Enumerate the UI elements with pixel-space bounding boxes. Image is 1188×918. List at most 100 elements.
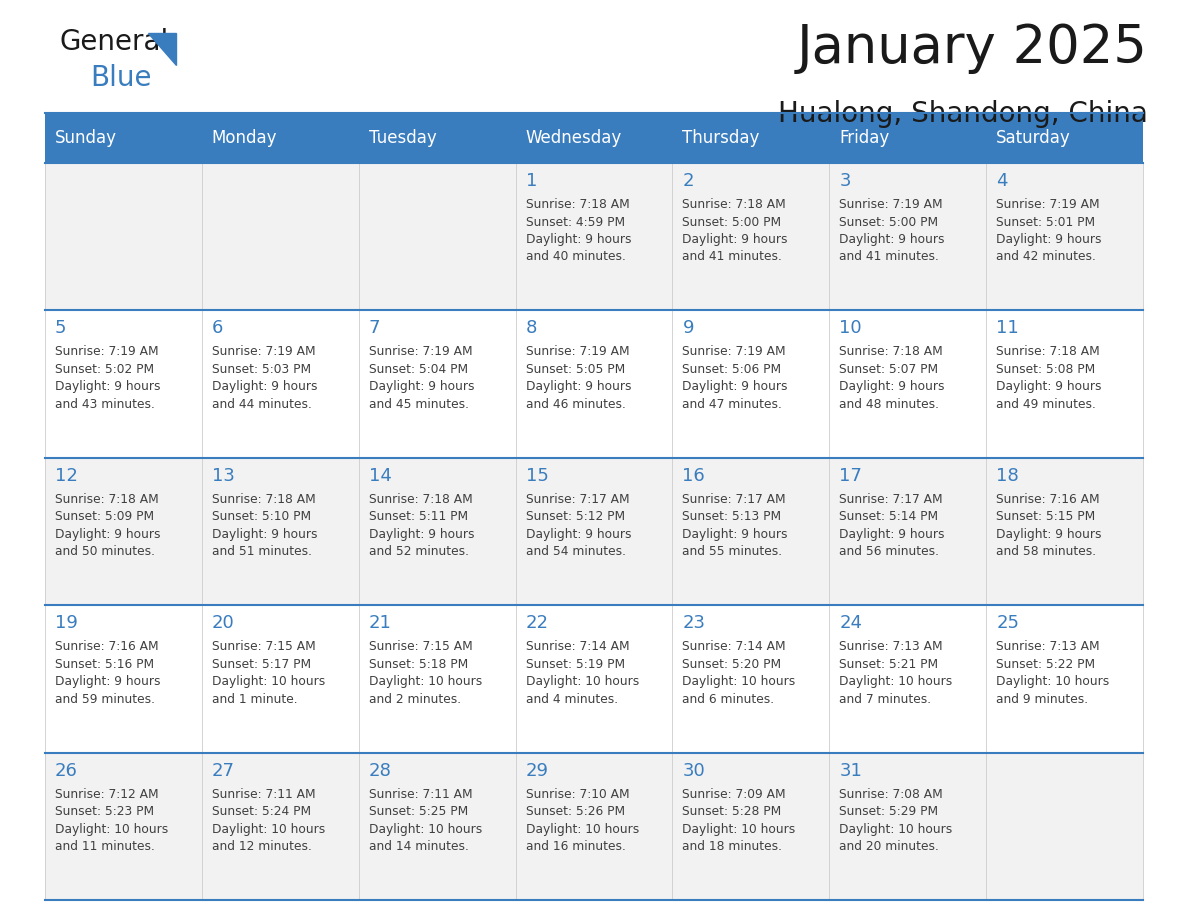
Text: Sunrise: 7:18 AM
Sunset: 5:08 PM
Daylight: 9 hours
and 49 minutes.: Sunrise: 7:18 AM Sunset: 5:08 PM Dayligh…	[997, 345, 1101, 411]
Text: 4: 4	[997, 172, 1007, 190]
Text: Sunrise: 7:18 AM
Sunset: 5:00 PM
Daylight: 9 hours
and 41 minutes.: Sunrise: 7:18 AM Sunset: 5:00 PM Dayligh…	[682, 198, 788, 263]
Text: Sunrise: 7:18 AM
Sunset: 5:10 PM
Daylight: 9 hours
and 51 minutes.: Sunrise: 7:18 AM Sunset: 5:10 PM Dayligh…	[211, 493, 317, 558]
Text: 22: 22	[525, 614, 549, 633]
Text: 23: 23	[682, 614, 706, 633]
Text: Sunrise: 7:11 AM
Sunset: 5:24 PM
Daylight: 10 hours
and 12 minutes.: Sunrise: 7:11 AM Sunset: 5:24 PM Dayligh…	[211, 788, 326, 853]
Text: Hualong, Shandong, China: Hualong, Shandong, China	[778, 100, 1148, 128]
Text: General: General	[61, 28, 169, 56]
Text: Sunrise: 7:09 AM
Sunset: 5:28 PM
Daylight: 10 hours
and 18 minutes.: Sunrise: 7:09 AM Sunset: 5:28 PM Dayligh…	[682, 788, 796, 853]
Text: Friday: Friday	[839, 129, 890, 147]
Text: 1: 1	[525, 172, 537, 190]
Text: 20: 20	[211, 614, 234, 633]
Text: 15: 15	[525, 466, 549, 485]
Text: 9: 9	[682, 319, 694, 338]
Text: Sunrise: 7:18 AM
Sunset: 4:59 PM
Daylight: 9 hours
and 40 minutes.: Sunrise: 7:18 AM Sunset: 4:59 PM Dayligh…	[525, 198, 631, 263]
Text: Sunrise: 7:10 AM
Sunset: 5:26 PM
Daylight: 10 hours
and 16 minutes.: Sunrise: 7:10 AM Sunset: 5:26 PM Dayligh…	[525, 788, 639, 853]
Text: Sunrise: 7:14 AM
Sunset: 5:20 PM
Daylight: 10 hours
and 6 minutes.: Sunrise: 7:14 AM Sunset: 5:20 PM Dayligh…	[682, 640, 796, 706]
Bar	[672, 605, 829, 753]
Text: Blue: Blue	[90, 64, 152, 92]
Text: Sunrise: 7:19 AM
Sunset: 5:03 PM
Daylight: 9 hours
and 44 minutes.: Sunrise: 7:19 AM Sunset: 5:03 PM Dayligh…	[211, 345, 317, 411]
Text: 29: 29	[525, 762, 549, 779]
Bar	[45, 753, 202, 900]
Text: Sunrise: 7:13 AM
Sunset: 5:21 PM
Daylight: 10 hours
and 7 minutes.: Sunrise: 7:13 AM Sunset: 5:21 PM Dayligh…	[839, 640, 953, 706]
Bar	[45, 458, 202, 605]
Text: January 2025: January 2025	[797, 22, 1148, 74]
Text: 2: 2	[682, 172, 694, 190]
Text: 10: 10	[839, 319, 862, 338]
Polygon shape	[148, 33, 176, 65]
Text: Wednesday: Wednesday	[525, 129, 621, 147]
Bar	[359, 605, 516, 753]
Text: Saturday: Saturday	[997, 129, 1070, 147]
Text: 7: 7	[368, 319, 380, 338]
Bar	[202, 753, 359, 900]
Text: 17: 17	[839, 466, 862, 485]
Text: Sunrise: 7:16 AM
Sunset: 5:16 PM
Daylight: 9 hours
and 59 minutes.: Sunrise: 7:16 AM Sunset: 5:16 PM Dayligh…	[55, 640, 160, 706]
Bar	[202, 605, 359, 753]
Bar	[986, 310, 1143, 458]
Bar	[986, 753, 1143, 900]
Text: Sunrise: 7:15 AM
Sunset: 5:17 PM
Daylight: 10 hours
and 1 minute.: Sunrise: 7:15 AM Sunset: 5:17 PM Dayligh…	[211, 640, 326, 706]
Text: 26: 26	[55, 762, 78, 779]
Text: 24: 24	[839, 614, 862, 633]
Text: Sunrise: 7:19 AM
Sunset: 5:00 PM
Daylight: 9 hours
and 41 minutes.: Sunrise: 7:19 AM Sunset: 5:00 PM Dayligh…	[839, 198, 944, 263]
Text: 3: 3	[839, 172, 851, 190]
Text: 14: 14	[368, 466, 392, 485]
Bar	[202, 310, 359, 458]
Text: 19: 19	[55, 614, 78, 633]
Text: 8: 8	[525, 319, 537, 338]
Bar	[829, 605, 986, 753]
Bar	[516, 605, 672, 753]
Text: Monday: Monday	[211, 129, 277, 147]
Text: 6: 6	[211, 319, 223, 338]
Text: Tuesday: Tuesday	[368, 129, 436, 147]
Bar	[516, 753, 672, 900]
Bar	[202, 458, 359, 605]
Bar	[829, 310, 986, 458]
Bar	[359, 753, 516, 900]
Bar	[516, 458, 672, 605]
Text: Sunrise: 7:19 AM
Sunset: 5:05 PM
Daylight: 9 hours
and 46 minutes.: Sunrise: 7:19 AM Sunset: 5:05 PM Dayligh…	[525, 345, 631, 411]
Bar	[672, 753, 829, 900]
Bar	[672, 458, 829, 605]
Text: Sunrise: 7:16 AM
Sunset: 5:15 PM
Daylight: 9 hours
and 58 minutes.: Sunrise: 7:16 AM Sunset: 5:15 PM Dayligh…	[997, 493, 1101, 558]
Text: Sunrise: 7:18 AM
Sunset: 5:09 PM
Daylight: 9 hours
and 50 minutes.: Sunrise: 7:18 AM Sunset: 5:09 PM Dayligh…	[55, 493, 160, 558]
Text: 31: 31	[839, 762, 862, 779]
Bar	[672, 163, 829, 310]
Bar	[45, 163, 202, 310]
Text: Sunrise: 7:17 AM
Sunset: 5:14 PM
Daylight: 9 hours
and 56 minutes.: Sunrise: 7:17 AM Sunset: 5:14 PM Dayligh…	[839, 493, 944, 558]
Bar	[359, 310, 516, 458]
Bar	[986, 458, 1143, 605]
Text: Sunrise: 7:17 AM
Sunset: 5:13 PM
Daylight: 9 hours
and 55 minutes.: Sunrise: 7:17 AM Sunset: 5:13 PM Dayligh…	[682, 493, 788, 558]
Text: 25: 25	[997, 614, 1019, 633]
Bar	[359, 458, 516, 605]
Bar	[672, 310, 829, 458]
Text: 18: 18	[997, 466, 1019, 485]
Text: Sunrise: 7:17 AM
Sunset: 5:12 PM
Daylight: 9 hours
and 54 minutes.: Sunrise: 7:17 AM Sunset: 5:12 PM Dayligh…	[525, 493, 631, 558]
Bar	[359, 163, 516, 310]
Bar	[202, 163, 359, 310]
Text: Sunrise: 7:19 AM
Sunset: 5:02 PM
Daylight: 9 hours
and 43 minutes.: Sunrise: 7:19 AM Sunset: 5:02 PM Dayligh…	[55, 345, 160, 411]
Text: 12: 12	[55, 466, 78, 485]
Text: 16: 16	[682, 466, 706, 485]
Text: Sunrise: 7:13 AM
Sunset: 5:22 PM
Daylight: 10 hours
and 9 minutes.: Sunrise: 7:13 AM Sunset: 5:22 PM Dayligh…	[997, 640, 1110, 706]
Bar	[986, 605, 1143, 753]
Text: Sunrise: 7:12 AM
Sunset: 5:23 PM
Daylight: 10 hours
and 11 minutes.: Sunrise: 7:12 AM Sunset: 5:23 PM Dayligh…	[55, 788, 169, 853]
Text: Sunrise: 7:19 AM
Sunset: 5:01 PM
Daylight: 9 hours
and 42 minutes.: Sunrise: 7:19 AM Sunset: 5:01 PM Dayligh…	[997, 198, 1101, 263]
Bar	[829, 163, 986, 310]
Text: 21: 21	[368, 614, 392, 633]
Text: Sunrise: 7:18 AM
Sunset: 5:11 PM
Daylight: 9 hours
and 52 minutes.: Sunrise: 7:18 AM Sunset: 5:11 PM Dayligh…	[368, 493, 474, 558]
Text: Sunrise: 7:11 AM
Sunset: 5:25 PM
Daylight: 10 hours
and 14 minutes.: Sunrise: 7:11 AM Sunset: 5:25 PM Dayligh…	[368, 788, 482, 853]
Text: 27: 27	[211, 762, 235, 779]
Text: Sunrise: 7:19 AM
Sunset: 5:06 PM
Daylight: 9 hours
and 47 minutes.: Sunrise: 7:19 AM Sunset: 5:06 PM Dayligh…	[682, 345, 788, 411]
Bar	[45, 310, 202, 458]
Text: Sunday: Sunday	[55, 129, 116, 147]
Bar	[516, 163, 672, 310]
Text: 28: 28	[368, 762, 392, 779]
Bar	[45, 113, 1143, 163]
Bar	[45, 605, 202, 753]
Bar	[829, 458, 986, 605]
Text: 13: 13	[211, 466, 235, 485]
Bar	[829, 753, 986, 900]
Text: Sunrise: 7:08 AM
Sunset: 5:29 PM
Daylight: 10 hours
and 20 minutes.: Sunrise: 7:08 AM Sunset: 5:29 PM Dayligh…	[839, 788, 953, 853]
